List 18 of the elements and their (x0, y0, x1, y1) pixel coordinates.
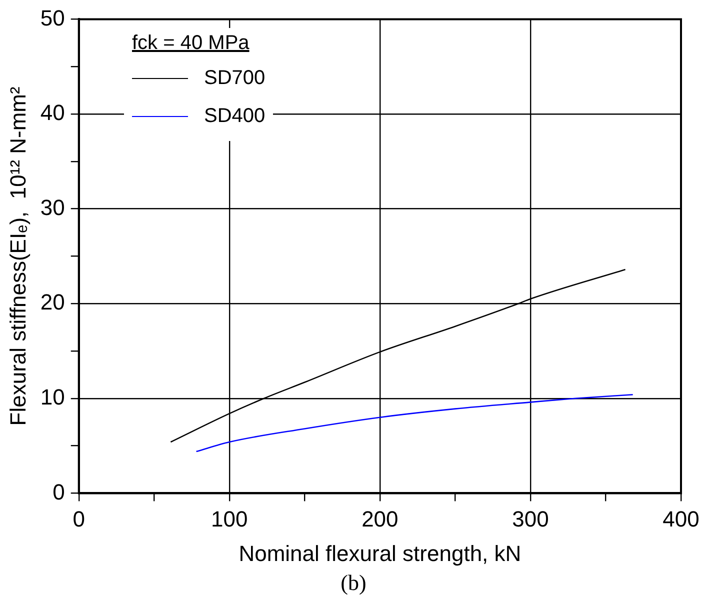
text: (b) (340, 570, 368, 596)
y-tick-label: 40 (40, 100, 65, 126)
line-series (196, 394, 634, 452)
x-tick-label: 300 (512, 506, 549, 532)
legend-label: SD700 (204, 66, 266, 90)
y-tick-label: 30 (40, 194, 65, 220)
x-tick-label: 0 (72, 506, 85, 532)
x-tick-label: 200 (362, 506, 398, 532)
y-tick-label: 10 (40, 384, 65, 410)
x-tick-label: 400 (662, 506, 700, 532)
legend-label: SD400 (204, 104, 266, 128)
y-tick-label: 20 (40, 290, 65, 315)
x-tick-label: 100 (211, 506, 248, 532)
y-tick-label: 50 (40, 5, 65, 30)
y-tick-label: 0 (52, 479, 65, 504)
legend-title: fck = 40 MPa (132, 32, 250, 55)
x-axis-title: Nominal flexural strength, kN (238, 540, 522, 566)
y-axis-title: Flexural stiffness(EIₑ), 10¹² N-mm² (5, 86, 30, 426)
